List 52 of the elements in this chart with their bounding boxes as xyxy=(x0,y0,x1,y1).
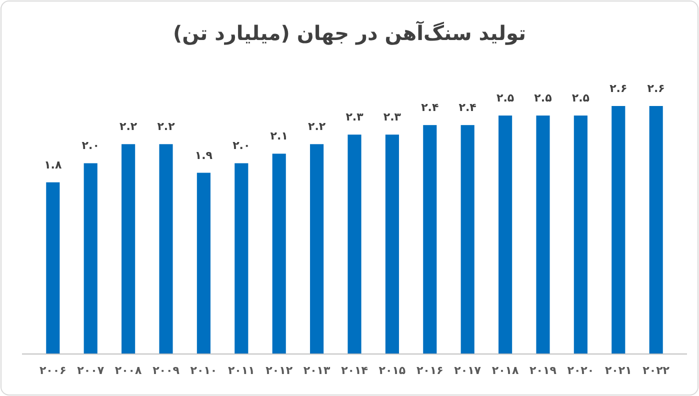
x-tick-label: ۲۰۱۴ xyxy=(341,364,368,377)
bar xyxy=(498,116,512,354)
bar xyxy=(385,134,399,354)
data-label: ۲.۵ xyxy=(572,92,590,105)
data-label: ۱.۸ xyxy=(44,158,62,172)
x-tick-label: ۲۰۰۶ xyxy=(39,364,66,377)
x-tick-label: ۲۰۰۸ xyxy=(114,364,142,377)
data-label: ۲.۱ xyxy=(270,130,288,143)
bar xyxy=(649,106,663,354)
x-tick-label: ۲۰۰۷ xyxy=(77,364,104,377)
x-tick-label: ۲۰۲۱ xyxy=(604,364,632,377)
x-tick-label: ۲۰۱۸ xyxy=(492,364,520,377)
bar xyxy=(612,106,626,354)
data-label: ۲.۵ xyxy=(534,92,552,105)
x-tick-label: ۲۰۰۹ xyxy=(152,364,180,377)
data-label: ۲.۰ xyxy=(82,139,100,152)
x-tick-label: ۲۰۲۰ xyxy=(567,364,594,377)
bar xyxy=(122,144,136,354)
chart-title: تولید سنگ‌آهن در جهان (میلیارد تن) xyxy=(172,20,526,45)
bar xyxy=(46,182,60,354)
bar xyxy=(574,116,588,354)
bar xyxy=(84,163,98,354)
x-tick-label: ۲۰۱۵ xyxy=(378,364,406,377)
data-label: ۲.۴ xyxy=(458,101,477,114)
x-tick-label: ۲۰۱۶ xyxy=(416,364,444,377)
x-tick-label: ۲۰۱۲ xyxy=(266,364,293,377)
x-tick-label: ۲۰۱۹ xyxy=(530,364,557,377)
x-tick-label: ۲۰۱۰ xyxy=(190,364,218,377)
x-tick-label: ۲۰۱۱ xyxy=(228,364,255,377)
data-label: ۲.۶ xyxy=(610,82,628,95)
x-tick-label: ۲۰۲۲ xyxy=(642,364,670,377)
bar xyxy=(348,134,362,354)
data-label: ۲.۳ xyxy=(383,110,402,124)
bar xyxy=(159,144,173,354)
x-tick-label: ۲۰۱۷ xyxy=(454,364,482,377)
bar xyxy=(536,116,550,354)
data-label: ۲.۲ xyxy=(308,120,326,134)
data-label: ۲.۰ xyxy=(232,139,250,152)
data-label: ۲.۶ xyxy=(647,82,665,95)
data-label: ۱.۹ xyxy=(194,148,213,162)
bar xyxy=(310,144,324,354)
bar xyxy=(196,172,210,354)
data-label: ۲.۲ xyxy=(120,120,138,134)
data-label: ۲.۲ xyxy=(157,120,176,134)
data-label: ۲.۳ xyxy=(346,110,364,124)
x-tick-label: ۲۰۱۳ xyxy=(303,364,331,377)
data-label: ۲.۵ xyxy=(496,92,514,105)
data-label: ۲.۴ xyxy=(421,101,439,114)
bar xyxy=(272,154,286,354)
bar xyxy=(234,163,248,354)
bar xyxy=(460,125,474,354)
bar xyxy=(423,125,437,354)
